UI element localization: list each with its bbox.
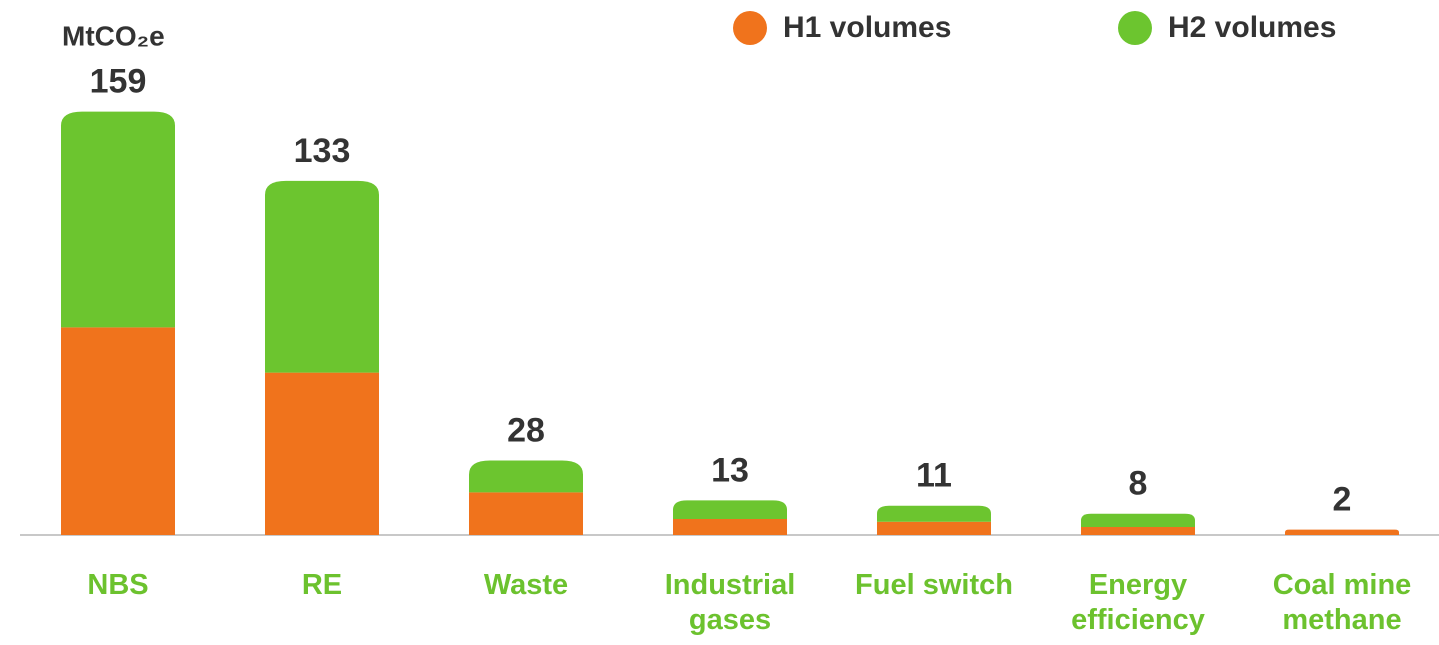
bar-segment <box>61 111 175 328</box>
bar-segment <box>265 372 379 535</box>
y-axis-label: MtCO₂e <box>62 20 165 51</box>
total-label: 133 <box>294 132 351 170</box>
total-label: 8 <box>1129 465 1148 503</box>
x-tick-label: Waste <box>483 569 569 601</box>
total-label: 11 <box>916 457 952 495</box>
total-label: 28 <box>507 411 545 449</box>
x-tick-label: Energy efficiency <box>1071 569 1205 636</box>
bar-segment <box>265 180 379 373</box>
x-tick-label: Industrial gases <box>664 569 796 636</box>
bar-segment <box>1081 527 1195 535</box>
bar-segment <box>673 519 787 535</box>
x-tick-label: Fuel switch <box>855 569 1013 601</box>
legend-swatch <box>733 11 767 45</box>
legend-label: H2 volumes <box>1168 11 1336 44</box>
bar-segment <box>877 505 991 522</box>
legend-swatch <box>1118 11 1152 45</box>
bar-segment <box>1285 529 1399 535</box>
x-tick-label: NBS <box>87 569 149 601</box>
total-label: 2 <box>1333 481 1352 519</box>
bar-segment <box>469 492 583 535</box>
bar-segment <box>673 500 787 520</box>
total-label: 159 <box>90 63 147 101</box>
legend-label: H1 volumes <box>783 11 951 44</box>
total-label: 13 <box>711 451 749 489</box>
bar-segment <box>1081 513 1195 528</box>
bar-segment <box>469 460 583 493</box>
x-tick-label: RE <box>301 569 343 601</box>
x-tick-label: Coal mine methane <box>1272 569 1412 636</box>
bar-segment <box>877 521 991 535</box>
bar-segment <box>61 327 175 535</box>
